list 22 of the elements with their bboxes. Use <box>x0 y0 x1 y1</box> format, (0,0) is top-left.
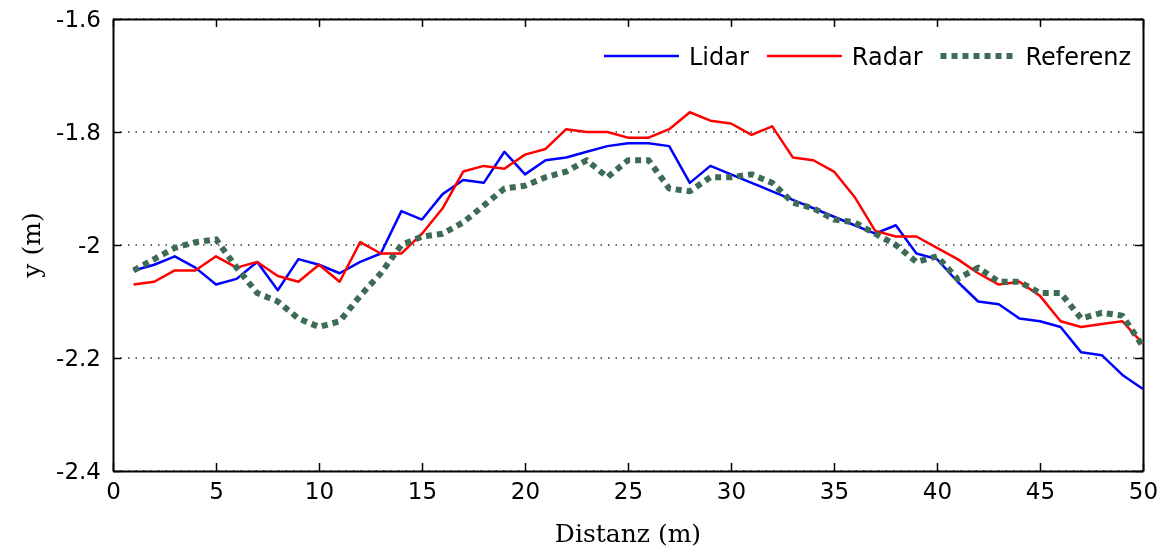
x-tick-label: 15 <box>407 478 438 505</box>
legend-label: Referenz <box>1025 43 1131 71</box>
x-tick-label: 45 <box>1025 478 1056 505</box>
x-tick-label: 30 <box>716 478 747 505</box>
x-tick-label: 25 <box>613 478 644 505</box>
legend-label: Lidar <box>688 43 749 71</box>
x-tick-label: 0 <box>106 478 121 505</box>
x-tick-label: 10 <box>304 478 335 505</box>
y-tick-label: -1.6 <box>56 5 101 32</box>
y-tick-label: -1.8 <box>56 118 101 145</box>
line-series <box>132 110 1145 346</box>
x-tick-label: 35 <box>819 478 850 505</box>
x-tick-label: 20 <box>510 478 541 505</box>
y-tick-label: -2 <box>78 231 101 258</box>
legend-label: Radar <box>851 43 923 71</box>
y-tick-label: -2.4 <box>56 457 101 484</box>
x-axis-title: Distanz (m) <box>554 519 702 548</box>
x-tick-label: 50 <box>1128 478 1159 505</box>
y-tick-label: -2.2 <box>56 344 101 371</box>
x-tick-label: 5 <box>209 478 224 505</box>
y-axis-title: y (m) <box>17 212 46 279</box>
x-tick-label: 40 <box>922 478 953 505</box>
